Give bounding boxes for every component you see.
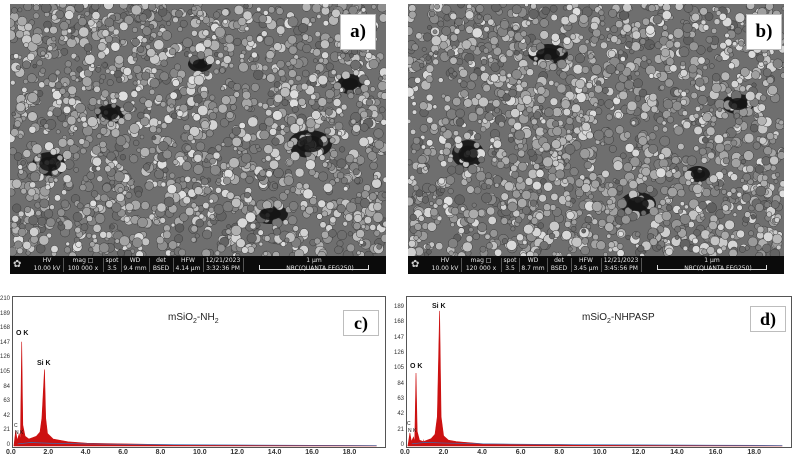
panel-label-c: c) — [343, 310, 379, 336]
peak-label-o: O K — [16, 330, 29, 337]
hv-cell: HV 10.00 kV — [431, 257, 459, 272]
x-tick-label: 0.0 — [400, 449, 410, 456]
spectrum-series — [13, 341, 377, 447]
peak-label-si: Si K — [37, 360, 51, 367]
hv-cell: HV 10.00 kV — [33, 257, 61, 272]
y-tick-label: 147 — [393, 334, 404, 341]
instrument-label: NRC(QUANTA FEG250) — [684, 265, 752, 272]
instrument-label: NRC(QUANTA FEG250) — [286, 265, 354, 272]
background-trace — [411, 441, 783, 446]
eds-plot-frame-c — [12, 296, 386, 448]
sem-info-bar-a: ✿ HV 10.00 kV mag □ 100 000 x spot 3.5 WD 9.… — [10, 256, 386, 274]
peak-label-si: Si K — [432, 303, 446, 310]
datetime-cell: 12/21/2023 3:32:36 PM — [205, 257, 241, 272]
x-tick-label: 2.0 — [43, 449, 54, 456]
y-tick-label: 126 — [0, 354, 10, 361]
peak-label-c: C — [407, 421, 411, 427]
y-tick-label: 84 — [397, 380, 404, 387]
scale-bar: 1 µm — [652, 257, 772, 270]
y-tick-label: 0 — [6, 442, 10, 448]
fei-logo-icon: ✿ — [411, 259, 420, 270]
y-tick-label: 168 — [0, 325, 10, 332]
sem-texture-a — [10, 4, 386, 256]
eds-spectrum-c — [13, 341, 377, 447]
x-tick-label: 14.0 — [267, 449, 282, 456]
y-tick-label: 21 — [3, 427, 10, 434]
y-tick-label: 63 — [3, 398, 10, 405]
sem-info-bar-b: ✿ HV 10.00 kV mag □ 120 000 x spot 3.5 WD 8.… — [408, 256, 784, 274]
y-tick-label: 105 — [393, 365, 404, 372]
y-tick-label: 42 — [3, 412, 10, 419]
background-trace — [17, 442, 377, 446]
spot-cell: spot 3.5 — [105, 257, 119, 272]
x-tick-label: 16.0 — [305, 449, 319, 456]
eds-title-c: mSiO2-NH2 — [168, 312, 219, 325]
panel-label-a: a) — [340, 14, 376, 50]
x-tick-label: 4.0 — [477, 449, 487, 456]
y-tick-label: 147 — [0, 339, 10, 346]
peak-label-n: N K — [15, 430, 24, 436]
x-tick-label: 18.0 — [747, 449, 762, 456]
x-tick-label: 12.0 — [631, 449, 646, 456]
y-tick-label: 63 — [397, 396, 404, 402]
hfw-cell: HFW 3.45 µm — [573, 257, 599, 272]
wd-cell: WD 9.4 mm — [123, 257, 147, 272]
x-tick-label: 8.0 — [554, 449, 565, 456]
sem-texture-b — [408, 4, 784, 256]
fei-logo-icon: ✿ — [13, 259, 22, 270]
x-tick-label: 14.0 — [670, 449, 684, 456]
y-tick-label: 84 — [3, 383, 10, 390]
x-tick-label: 4.0 — [80, 449, 91, 456]
sem-micrograph-a — [10, 4, 386, 256]
mag-cell: mag □ 100 000 x — [67, 257, 99, 272]
scale-bar: 1 µm — [254, 257, 374, 270]
x-tick-label: 0.0 — [6, 449, 16, 456]
x-tick-label: 6.0 — [118, 449, 128, 456]
x-tick-label: 18.0 — [342, 449, 357, 456]
spot-cell: spot 3.5 — [503, 257, 517, 272]
peak-label-n: N K — [408, 428, 417, 434]
x-tick-label: 16.0 — [708, 449, 723, 456]
datetime-cell: 12/21/2023 3:45:56 PM — [603, 257, 639, 272]
y-tick-label: 210 — [0, 296, 10, 302]
eds-panel-c: mSiO2-NH2 c) O K Si K C N K 0 21 42 63 84 105… — [0, 296, 389, 464]
sem-panel-b: b) ✿ HV 10.00 kV mag □ 120 000 x spot 3.5 W… — [408, 4, 784, 274]
det-cell: det BSED — [550, 257, 568, 272]
spectrum-series — [407, 310, 783, 447]
x-tick-label: 6.0 — [515, 449, 526, 456]
x-tick-label: 12.0 — [230, 449, 245, 456]
panel-label-d: d) — [750, 306, 786, 332]
y-tick-label: 168 — [393, 319, 404, 326]
y-tick-label: 21 — [397, 426, 404, 433]
eds-panel-d: mSiO2-NHPASP d) O K Si K C N K 0 21 42 63 84… — [390, 296, 795, 464]
det-cell: det BSED — [152, 257, 170, 272]
peak-label-o: O K — [410, 363, 423, 370]
y-tick-label: 0 — [400, 442, 404, 448]
x-tick-label: 2.0 — [438, 449, 449, 456]
x-tick-label: 10.0 — [193, 449, 207, 456]
x-tick-label: 8.0 — [155, 449, 166, 456]
y-tick-label: 189 — [0, 310, 10, 317]
y-tick-label: 126 — [393, 350, 404, 357]
eds-spectrum-d — [407, 310, 783, 447]
y-tick-label: 189 — [393, 304, 404, 311]
y-tick-label: 105 — [0, 369, 10, 375]
peak-label-c: C — [14, 423, 18, 429]
sem-panel-a: a) ✿ HV 10.00 kV mag □ 100 000 x spot 3.5 W… — [10, 4, 386, 274]
x-tick-label: 10.0 — [593, 449, 607, 456]
wd-cell: WD 8.7 mm — [521, 257, 545, 272]
mag-cell: mag □ 120 000 x — [465, 257, 497, 272]
hfw-cell: HFW 4.14 µm — [175, 257, 201, 272]
y-tick-label: 42 — [397, 411, 404, 418]
panel-label-b: b) — [746, 14, 782, 50]
eds-title-d: mSiO2-NHPASP — [582, 312, 655, 325]
sem-micrograph-b — [408, 4, 784, 256]
eds-plot-frame-d — [406, 296, 792, 448]
